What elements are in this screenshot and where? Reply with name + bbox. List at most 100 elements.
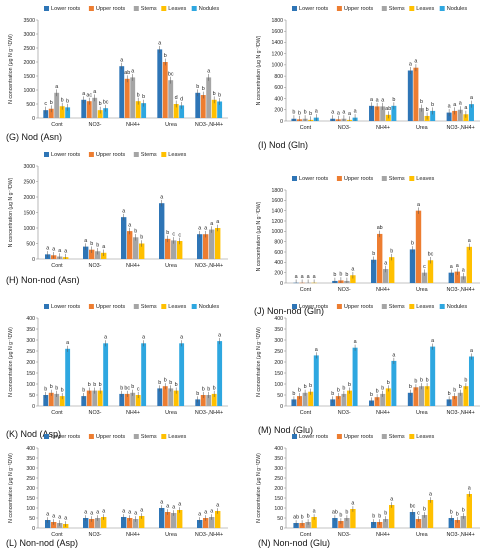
significance-letter: a [158,40,161,46]
bar-lower-roots-no3 [81,99,87,118]
significance-letter: ab [332,510,338,516]
bar-upper-roots-no3 [89,249,95,259]
significance-letter: a [96,510,99,516]
bar-upper-roots-nh4 [374,106,380,121]
significance-letter: b [462,508,465,514]
y-tick-label: 0 [280,404,283,410]
bar-leaves-no3-nh4 [211,393,217,406]
x-tick-label: Urea [416,410,428,416]
significance-letter: b [99,382,102,388]
significance-letter: b [158,380,161,386]
significance-letter: a [370,97,373,103]
significance-letter: b [93,382,96,388]
significance-letter: a [82,91,85,97]
x-tick-label: NO3- [338,532,351,538]
bar-leaves-urea [427,260,434,283]
legend-swatch-upper-roots [88,6,94,11]
y-axis-label: N concentration (μg N g⁻¹DW) [8,34,14,104]
significance-letter: a [342,110,345,116]
bar-nodules-no3-nh4 [217,341,223,406]
bar-lower-roots-no3-nh4 [448,518,454,528]
significance-letter: c [137,386,140,392]
x-tick-label: Urea [165,263,177,269]
y-tick-label: 100 [274,506,283,512]
x-tick-label: NH4+ [126,532,140,538]
legend-swatch-stems [381,176,387,181]
y-tick-label: 350 [274,327,283,333]
bar-stems-no3-nh4 [460,516,466,528]
significance-letter: b [339,513,342,519]
y-tick-label: 250 [26,349,35,355]
chart-panel-m: N concentration (μg N g⁻¹DW) 0 50 100 150 200… [256,304,480,435]
panel-label: (J) Non-nod (Gln) [254,306,324,316]
significance-letter: b [213,91,216,97]
bar-nodules-nh4 [391,360,397,406]
bar-upper-roots-no3 [89,519,95,528]
significance-letter: b [456,512,459,518]
significance-letter: b [431,102,434,108]
significance-letter: b [339,272,342,278]
bar-lower-roots-urea [159,203,165,259]
bar-leaves-nh4 [385,388,391,406]
bar-upper-roots-urea [413,387,419,406]
legend-swatch-leaves [409,6,415,11]
significance-letter: a [384,260,387,266]
significance-letter: a [462,268,465,274]
significance-letter: b [142,94,145,100]
y-tick-label: 3500 [23,18,35,24]
legend-swatch-leaves [409,304,415,309]
x-tick-label: NH4+ [376,287,390,293]
significance-letter: a [392,352,395,358]
x-tick-label: Cont [51,122,63,128]
x-tick-label: NO3- [89,410,102,416]
legend-label-leaves: Leaves [168,434,186,440]
bar-stems-cont [54,393,60,406]
x-tick-label: NO3- [338,287,351,293]
significance-letter: a [448,104,451,110]
significance-letter: b [292,391,295,397]
legend-label-leaves: Leaves [416,304,434,310]
bar-lower-roots-no3-nh4 [197,234,203,259]
y-tick-label: 0 [280,119,283,125]
bar-lower-roots-nh4 [121,517,127,528]
significance-letter: b [307,514,310,520]
legend-swatch-nodules [439,6,445,11]
bar-leaves-urea [177,510,183,528]
bar-upper-roots-cont [297,396,303,406]
legend-swatch-lower-roots [44,6,49,11]
y-tick-label: 0 [32,526,35,532]
bar-leaves-urea [173,104,179,118]
bar-lower-roots-no3 [332,518,338,528]
significance-letter: a [351,501,354,507]
bar-stems-cont [54,92,60,118]
y-tick-label: 200 [274,486,283,492]
y-tick-label: 350 [26,327,35,333]
x-tick-label: Cont [51,410,63,416]
legend-label-leaves: Leaves [168,304,186,310]
significance-letter: a [52,247,55,253]
x-tick-label: Cont [300,287,312,293]
significance-letter: a [198,512,201,518]
bar-upper-roots-no3 [86,390,92,406]
bar-stems-urea [421,272,428,283]
significance-letter: b [137,92,140,98]
legend-swatch-upper-roots [336,304,342,309]
significance-letter: a [431,338,434,344]
significance-letter: b [196,84,199,90]
significance-letter: ab [377,225,383,231]
legend-label-stems: Stems [141,304,157,310]
panel-label: (L) Non-nod (Asp) [6,538,78,548]
significance-letter: b [164,53,167,59]
significance-letter: a [104,335,107,341]
bar-stems-no3-nh4 [206,77,212,118]
legend-swatch-upper-roots [88,304,94,309]
y-tick-label: 800 [274,239,283,245]
significance-letter: a [216,219,219,225]
bar-lower-roots-no3 [83,518,89,528]
significance-letter: c [44,101,47,107]
legend-label-leaves: Leaves [416,6,434,12]
legend-swatch-leaves [161,304,167,309]
bar-lower-roots-cont [45,520,51,528]
legend-label-stems: Stems [141,434,157,440]
bar-nodules-nh4 [141,343,147,406]
